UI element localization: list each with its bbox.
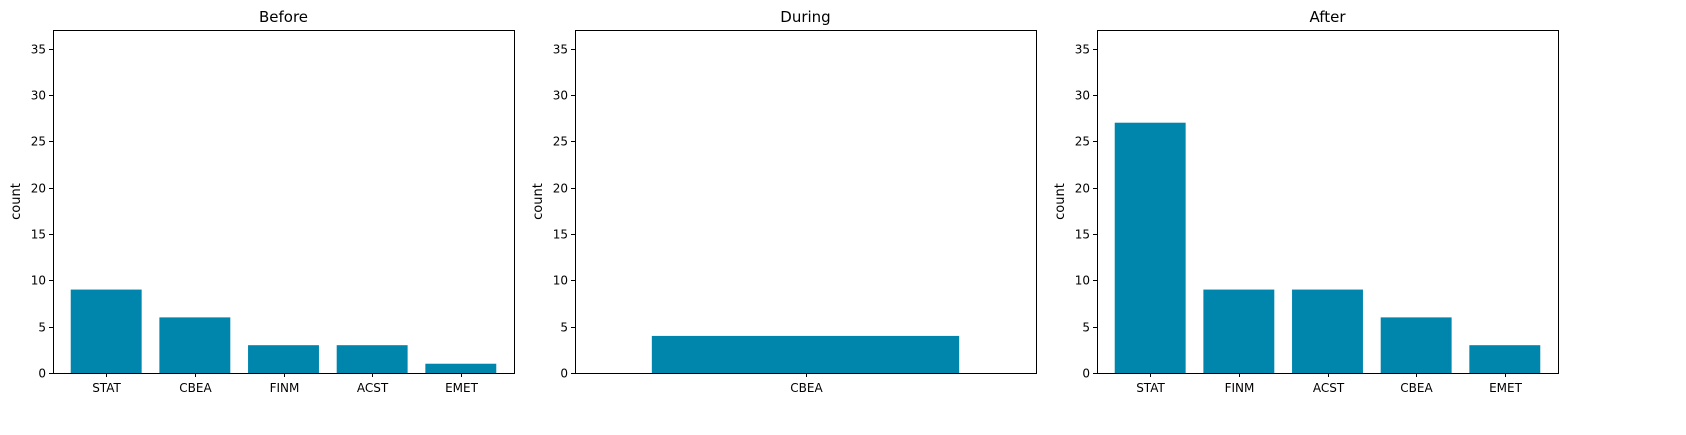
y-tick-label: 5 bbox=[1082, 321, 1090, 335]
y-tick-label: 25 bbox=[31, 135, 46, 149]
x-tick-label: STAT bbox=[92, 381, 121, 395]
chart-panel-before: 0 5 10 15 20 25 30 35 STAT CBEA FINM ACST EMET Before… bbox=[9, 8, 515, 395]
x-tick-label: FINM bbox=[270, 381, 300, 395]
y-tick-label: 20 bbox=[31, 182, 46, 196]
chart-panel-after: 0 5 10 15 20 25 30 35 STAT FINM ACST CBEA EMET After c… bbox=[1053, 8, 1559, 395]
x-tick-label: FINM bbox=[1225, 381, 1255, 395]
y-tick-label: 10 bbox=[553, 274, 568, 288]
y-axis-label: count bbox=[9, 183, 24, 220]
x-tick-label: STAT bbox=[1136, 381, 1165, 395]
y-tick-label: 15 bbox=[553, 228, 568, 242]
y-tick-label: 30 bbox=[1075, 89, 1090, 103]
y-axis-label: count bbox=[1053, 183, 1068, 220]
bar-cbea bbox=[159, 317, 231, 373]
x-tick-label: EMET bbox=[445, 381, 479, 395]
bar-cbea bbox=[1380, 317, 1452, 373]
y-tick-label: 35 bbox=[1075, 43, 1090, 57]
bar-acst bbox=[336, 345, 408, 373]
y-tick-label: 5 bbox=[560, 321, 568, 335]
chart-title: Before bbox=[259, 8, 308, 26]
bar-finm bbox=[248, 345, 319, 373]
x-tick-label: CBEA bbox=[790, 381, 823, 395]
y-tick-label: 20 bbox=[1075, 182, 1090, 196]
y-tick-label: 10 bbox=[31, 274, 46, 288]
bar-emet bbox=[1469, 345, 1541, 373]
y-axis-label: count bbox=[531, 183, 546, 220]
bar-emet bbox=[425, 363, 497, 373]
y-tick-label: 20 bbox=[553, 182, 568, 196]
x-tick-label: CBEA bbox=[1400, 381, 1433, 395]
y-tick-label: 0 bbox=[560, 367, 568, 381]
chart-panel-during: 0 5 10 15 20 25 30 35 CBEA During count bbox=[531, 8, 1037, 395]
x-tick-label: ACST bbox=[357, 381, 389, 395]
bar-finm bbox=[1203, 289, 1275, 373]
x-tick-label: EMET bbox=[1489, 381, 1523, 395]
y-tick-label: 30 bbox=[553, 89, 568, 103]
bar-stat bbox=[1114, 122, 1186, 374]
chart-title: After bbox=[1309, 8, 1346, 26]
bar-stat bbox=[70, 289, 142, 373]
y-tick-label: 25 bbox=[553, 135, 568, 149]
bar-cbea bbox=[651, 335, 960, 373]
y-tick-label: 15 bbox=[31, 228, 46, 242]
y-tick-label: 30 bbox=[31, 89, 46, 103]
y-tick-label: 5 bbox=[38, 321, 46, 335]
y-tick-label: 35 bbox=[31, 43, 46, 57]
y-tick-label: 25 bbox=[1075, 135, 1090, 149]
y-tick-label: 0 bbox=[1082, 367, 1090, 381]
y-tick-label: 0 bbox=[38, 367, 46, 381]
y-tick-label: 15 bbox=[1075, 228, 1090, 242]
axes-frame bbox=[575, 30, 1037, 374]
y-tick-label: 35 bbox=[553, 43, 568, 57]
x-tick-label: ACST bbox=[1313, 381, 1345, 395]
x-tick-label: CBEA bbox=[179, 381, 212, 395]
bar-acst bbox=[1292, 289, 1363, 373]
chart-title: During bbox=[780, 8, 830, 26]
y-tick-label: 10 bbox=[1075, 274, 1090, 288]
